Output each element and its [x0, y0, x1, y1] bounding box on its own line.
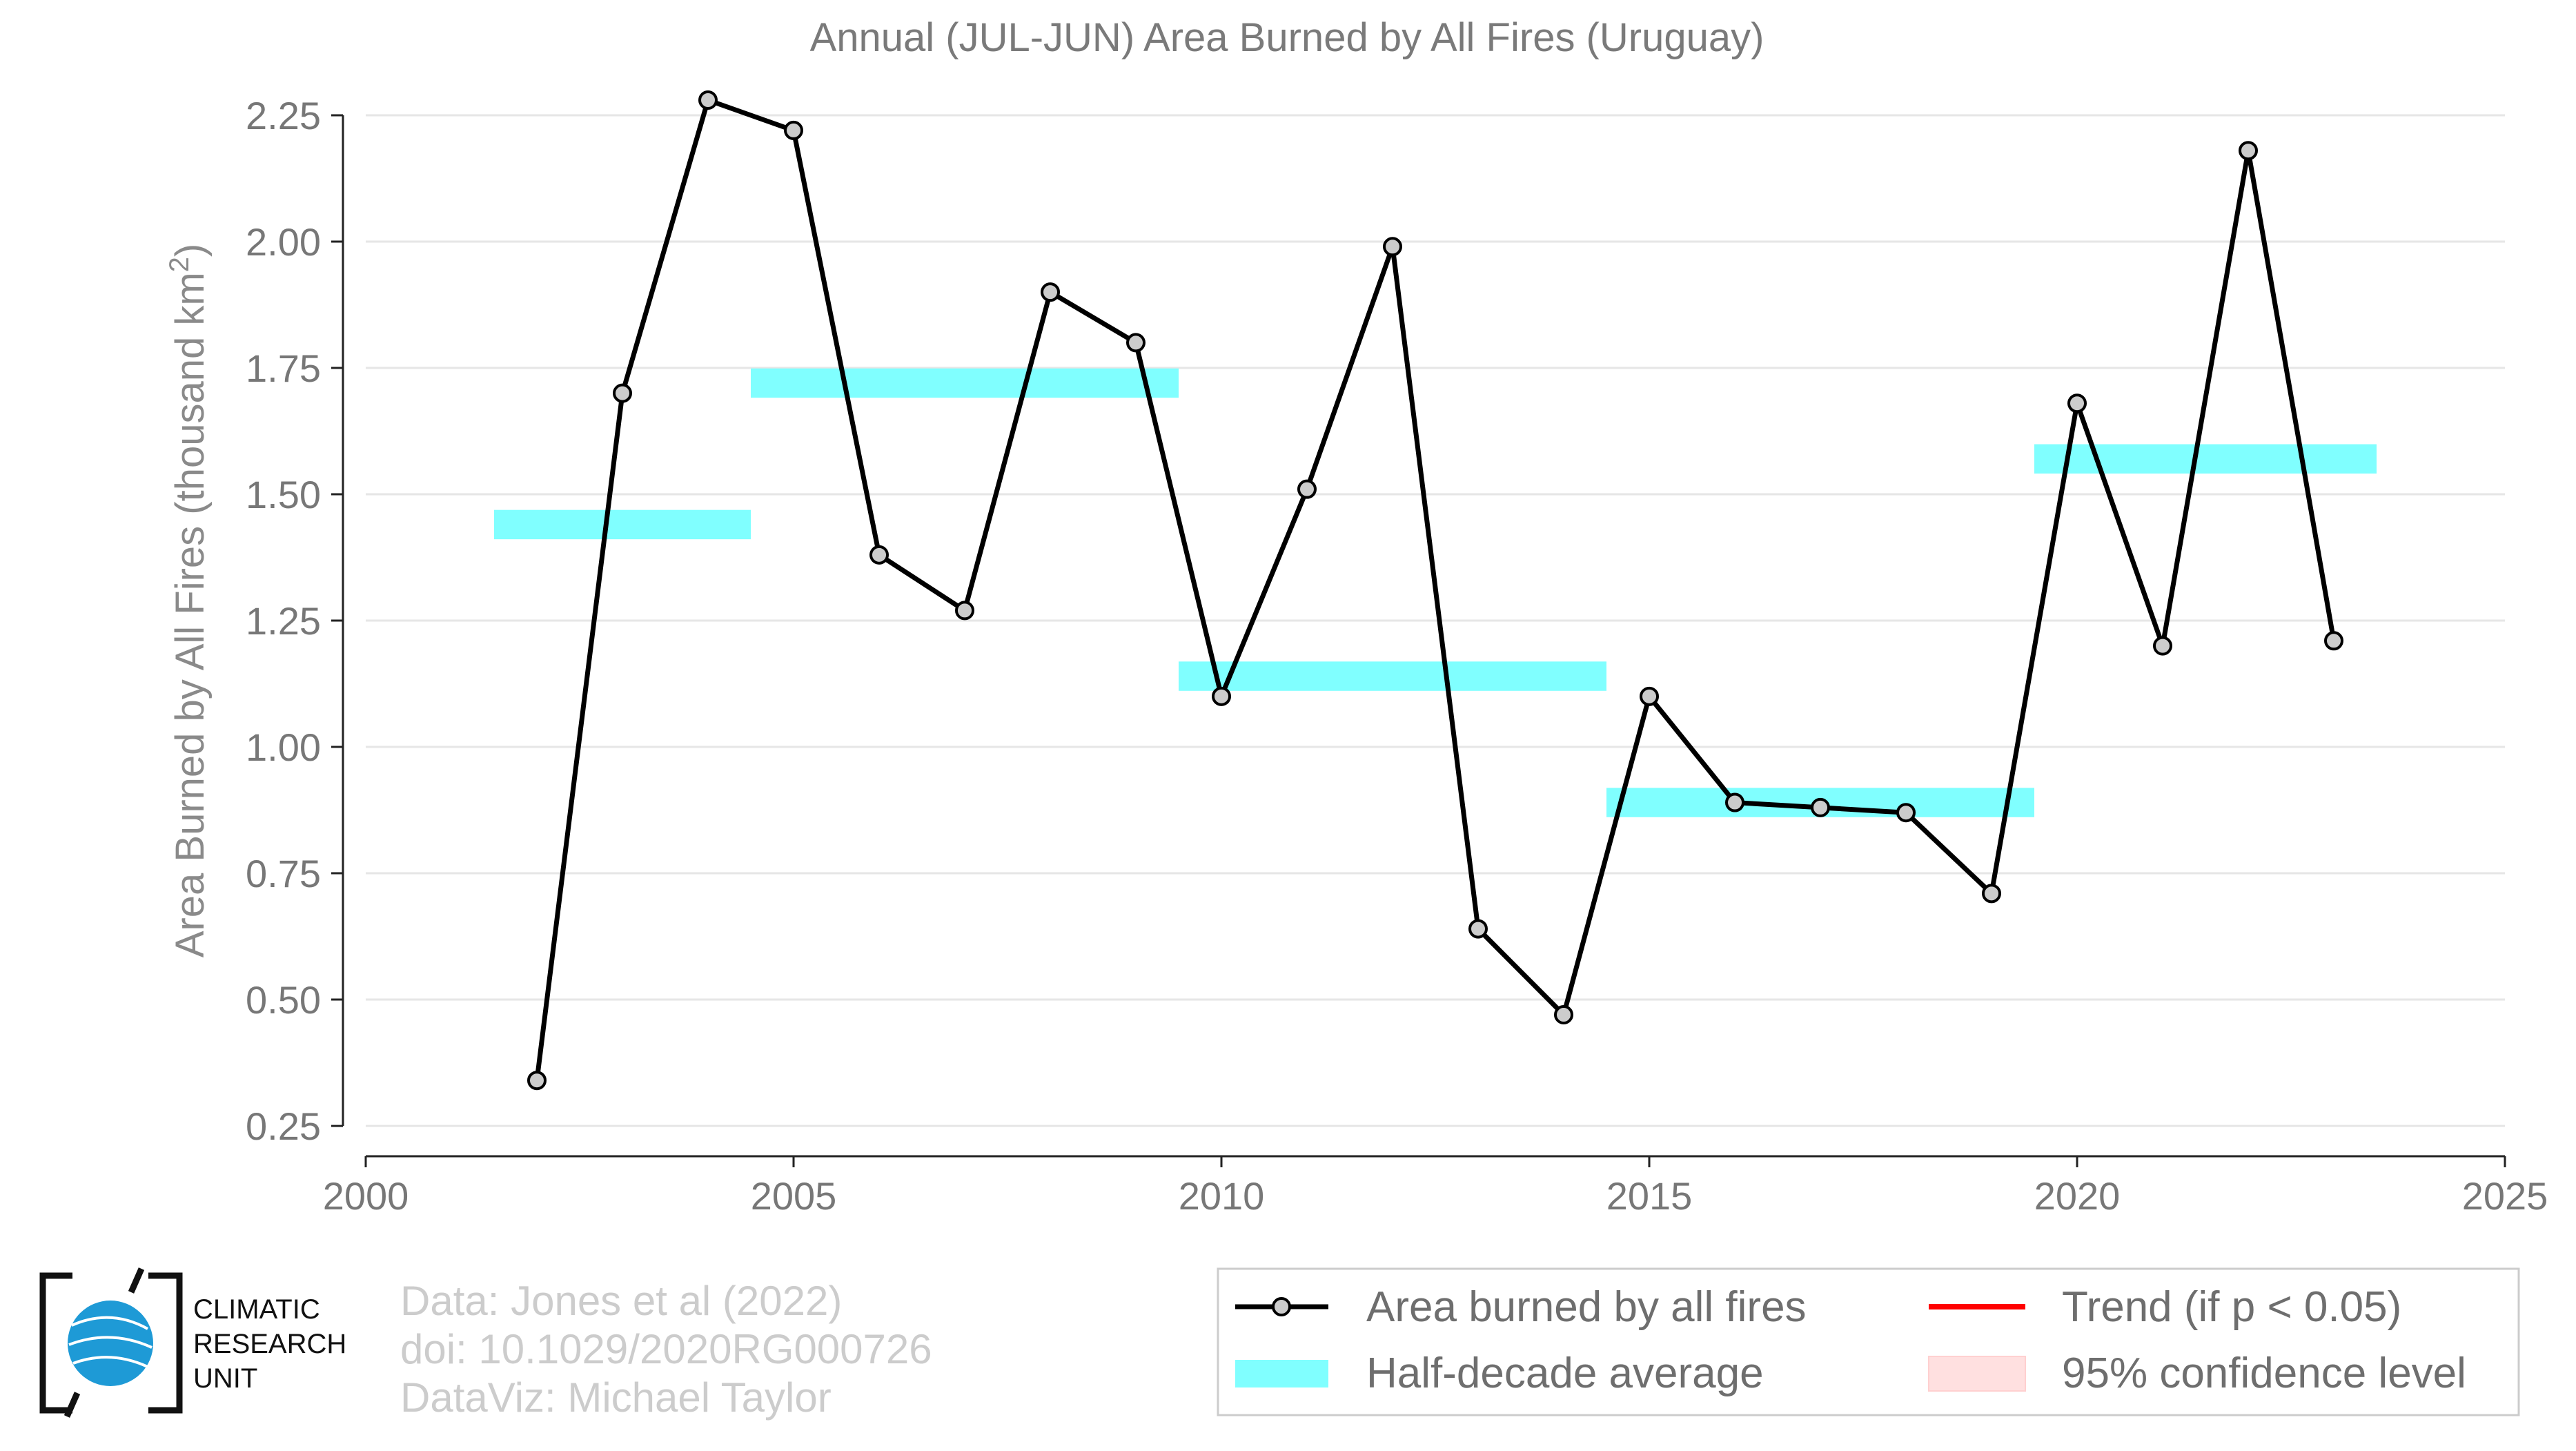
- x-tick-labels: 2000 2005 2010 2015 2020 2025: [323, 1156, 2548, 1218]
- y-tick-label: 0.50: [246, 978, 321, 1022]
- series-line-layer: [534, 97, 2337, 1081]
- y-tick-label: 2.00: [246, 220, 321, 264]
- series-line: [534, 97, 2337, 1081]
- x-tick-label: 2005: [751, 1174, 837, 1218]
- cru-logo-line1: CLIMATIC: [193, 1294, 320, 1325]
- chart-title: Annual (JUL-JUN) Area Burned by All Fire…: [810, 15, 1764, 60]
- x-tick-label: 2000: [323, 1174, 409, 1218]
- data-point: [869, 545, 889, 565]
- data-point: [1982, 884, 2001, 904]
- x-tick-label: 2020: [2034, 1174, 2121, 1218]
- data-point: [527, 1071, 547, 1091]
- series-points: [527, 90, 2343, 1091]
- legend-swatch-confidence: [1928, 1356, 2026, 1392]
- half-decade-average-bar: [1179, 661, 1606, 691]
- credit-data: Data: Jones et al (2022): [400, 1278, 842, 1324]
- data-point: [1297, 479, 1317, 499]
- half-decade-average-bars: [494, 368, 2377, 817]
- legend-swatch-marker: [1272, 1297, 1291, 1316]
- legend-label-confidence: 95% confidence level: [2062, 1350, 2466, 1397]
- y-tick-labels: 0.25 0.50 0.75 1.00 1.25 1.50 1.75 2.00 2.25: [246, 94, 343, 1148]
- legend-label-series: Area burned by all fires: [1366, 1283, 1807, 1331]
- data-point: [1126, 333, 1146, 353]
- data-point: [955, 601, 974, 621]
- data-point: [1725, 792, 1744, 812]
- y-tick-label: 0.25: [246, 1104, 321, 1148]
- data-point: [2324, 631, 2343, 651]
- cru-logo-line2: RESEARCH: [193, 1329, 346, 1359]
- half-decade-average-bar: [751, 368, 1179, 398]
- data-point: [2067, 393, 2087, 413]
- data-point: [1640, 686, 1659, 706]
- data-point: [1212, 686, 1231, 706]
- legend-swatch-average: [1235, 1360, 1328, 1387]
- data-point: [1896, 803, 1916, 823]
- data-point: [1383, 237, 1402, 257]
- data-point: [613, 383, 632, 403]
- y-tick-label: 1.75: [246, 347, 321, 390]
- legend-label-trend: Trend (if p < 0.05): [2062, 1283, 2401, 1331]
- half-decade-average-bar: [494, 509, 751, 540]
- legend-label-average: Half-decade average: [1366, 1350, 1764, 1397]
- x-tick-label: 2015: [1606, 1174, 1693, 1218]
- x-tick-label: 2010: [1179, 1174, 1265, 1218]
- x-tick-label: 2025: [2462, 1174, 2548, 1218]
- credit-dataviz: DataViz: Michael Taylor: [400, 1374, 832, 1421]
- legend-box: [1217, 1267, 2520, 1416]
- y-tick-label: 1.00: [246, 726, 321, 769]
- y-axis-label: Area Burned by All Fires (thousand km2): [164, 244, 213, 958]
- y-tick-label: 1.50: [246, 473, 321, 516]
- cru-logo-line3: UNIT: [193, 1363, 257, 1394]
- y-tick-label: 2.25: [246, 94, 321, 137]
- data-point: [2153, 636, 2172, 656]
- credit-doi: doi: 10.1029/2020RG000726: [400, 1326, 932, 1372]
- data-point: [1041, 282, 1060, 302]
- data-point: [784, 120, 803, 140]
- legend: Area burned by all fires Half-decade ave…: [1217, 1267, 2520, 1416]
- cru-logo: CLIMATIC RESEARCH UNIT: [39, 1267, 346, 1418]
- data-point: [1468, 919, 1488, 939]
- data-point: [1811, 797, 1830, 817]
- grid-lines: [366, 114, 2505, 1127]
- data-point: [2239, 141, 2258, 161]
- y-tick-label: 0.75: [246, 852, 321, 895]
- y-tick-label: 1.25: [246, 599, 321, 643]
- data-point: [1554, 1005, 1573, 1025]
- half-decade-average-bar: [2034, 444, 2377, 474]
- data-point: [698, 90, 718, 110]
